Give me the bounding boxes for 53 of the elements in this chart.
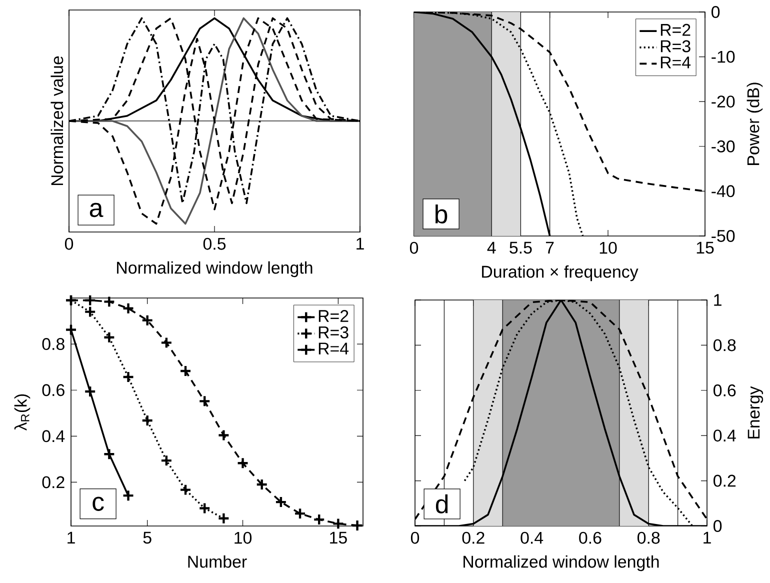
annotation: b xyxy=(436,204,448,224)
y-tick-label: 0.6 xyxy=(42,384,64,396)
x-axis-title: Number xyxy=(188,555,247,568)
x-tick-label: 0.5 xyxy=(203,238,226,250)
legend-label: R=4 xyxy=(318,342,349,354)
x-tick-label: 0.4 xyxy=(520,532,544,544)
y2-tick-label: 0.6 xyxy=(714,384,736,396)
legend-label: R=2 xyxy=(660,24,690,36)
legend-label: R=2 xyxy=(318,310,348,322)
y2-axis-title: Power (dB) xyxy=(746,82,763,165)
legend-label: R=3 xyxy=(318,326,348,338)
y-tick-label: 0.4 xyxy=(42,430,65,442)
y-axis-title: Normalized value xyxy=(50,56,64,186)
y2-tick-label: -50 xyxy=(712,230,735,242)
x-axis-title: Normalized window length xyxy=(117,261,312,278)
annotation: c xyxy=(92,496,104,511)
x-tick-label: 1 xyxy=(704,532,711,544)
x-tick-label: 0 xyxy=(410,532,420,544)
x-tick-label: 1 xyxy=(356,238,364,250)
y2-tick-label: -40 xyxy=(712,185,735,198)
y2-tick-label: -20 xyxy=(712,96,735,108)
y2-tick-label: 0.2 xyxy=(714,474,736,487)
x-tick-label: 0.6 xyxy=(579,532,602,544)
x-tick-label: 0 xyxy=(410,242,418,254)
annotation: a xyxy=(90,202,104,218)
y2-tick-label: 0.4 xyxy=(714,430,736,442)
x-axis-title: Duration × frequency xyxy=(482,265,638,282)
x-tick-label: 4 xyxy=(487,242,496,254)
y-tick-label: 0.2 xyxy=(42,476,64,488)
x-tick-label: 0.2 xyxy=(462,532,484,544)
x-axis-title: Normalized window length xyxy=(464,555,659,572)
y-axis-title: λ$_{R}$(k) xyxy=(14,394,30,431)
x-tick-label: 5 xyxy=(143,532,152,544)
x-tick-label: 15 xyxy=(696,242,714,254)
y2-tick-label: 0 xyxy=(712,6,720,18)
x-tick-label: 7 xyxy=(546,242,554,254)
y2-tick-label: 0 xyxy=(714,520,722,532)
y2-tick-label: 1 xyxy=(714,294,722,306)
x-tick-label: 0 xyxy=(64,238,74,250)
y-tick-label: 0.8 xyxy=(42,338,64,350)
x-tick-label: 1 xyxy=(68,532,75,544)
legend-label: R=4 xyxy=(660,56,691,68)
x-tick-label: 5.5 xyxy=(510,242,532,254)
x-tick-label: 15 xyxy=(330,532,347,544)
legend-label: R=3 xyxy=(660,40,690,52)
y2-tick-label: 0.8 xyxy=(714,339,736,352)
x-tick-label: 10 xyxy=(600,242,617,254)
x-tick-label: 0.8 xyxy=(637,532,660,544)
y2-axis-title: Energy xyxy=(748,386,764,438)
annotation: d xyxy=(436,494,448,514)
y2-tick-label: -30 xyxy=(712,140,735,152)
y2-tick-label: -10 xyxy=(712,50,735,63)
x-tick-label: 10 xyxy=(234,532,252,544)
